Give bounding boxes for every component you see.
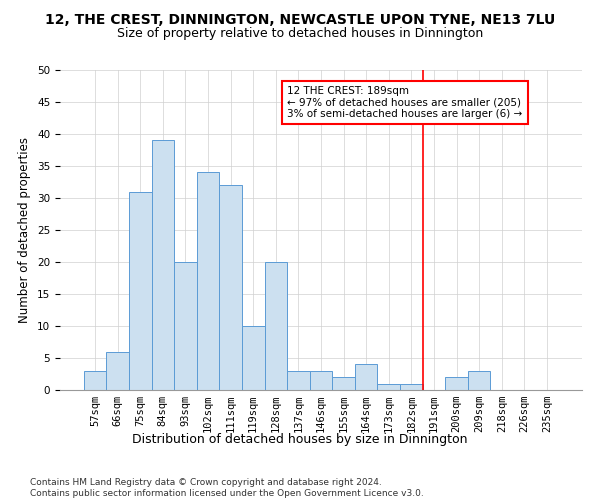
Bar xyxy=(377,384,400,390)
Text: 12 THE CREST: 189sqm
← 97% of detached houses are smaller (205)
3% of semi-detac: 12 THE CREST: 189sqm ← 97% of detached h… xyxy=(287,86,523,119)
Bar xyxy=(332,377,355,390)
Bar xyxy=(310,371,332,390)
Bar xyxy=(400,384,422,390)
Bar xyxy=(242,326,265,390)
Y-axis label: Number of detached properties: Number of detached properties xyxy=(19,137,31,323)
Bar xyxy=(152,140,174,390)
Bar xyxy=(197,172,220,390)
Text: Size of property relative to detached houses in Dinnington: Size of property relative to detached ho… xyxy=(117,28,483,40)
Bar xyxy=(287,371,310,390)
Bar xyxy=(445,377,468,390)
Bar xyxy=(174,262,197,390)
Bar xyxy=(84,371,106,390)
Bar xyxy=(220,185,242,390)
Bar xyxy=(129,192,152,390)
Text: Contains HM Land Registry data © Crown copyright and database right 2024.
Contai: Contains HM Land Registry data © Crown c… xyxy=(30,478,424,498)
Bar xyxy=(106,352,129,390)
Bar xyxy=(355,364,377,390)
Text: 12, THE CREST, DINNINGTON, NEWCASTLE UPON TYNE, NE13 7LU: 12, THE CREST, DINNINGTON, NEWCASTLE UPO… xyxy=(45,12,555,26)
Bar xyxy=(468,371,490,390)
Bar xyxy=(265,262,287,390)
Text: Distribution of detached houses by size in Dinnington: Distribution of detached houses by size … xyxy=(132,432,468,446)
